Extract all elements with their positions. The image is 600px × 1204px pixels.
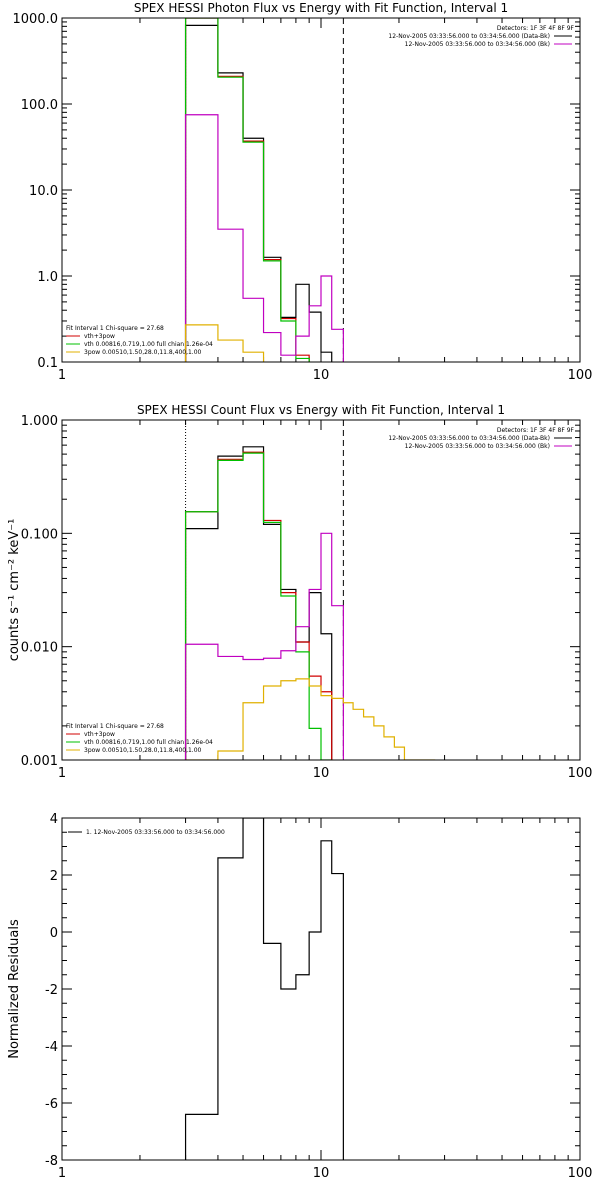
legend-bottom-label: vth+3pow: [84, 731, 115, 738]
legend-bottom-label: 3pow 0.00510,1.50,28.0,11.8,400,1.00: [84, 747, 202, 754]
series-bk: [184, 532, 344, 760]
series-vth-3pow: [184, 451, 333, 760]
legend-top-label: 12-Nov-2005 03:33:56.000 to 03:34:56.000…: [405, 443, 550, 450]
legend-bottom-label: vth 0.00816,0.719,1.00 full chian 1.26e-…: [84, 739, 213, 746]
y-tick-label: 0: [50, 926, 58, 941]
series-vth: [184, 452, 332, 760]
y-tick-label: 2: [50, 869, 58, 884]
y-tick-label: 1.000: [21, 414, 58, 429]
legend-bottom-label: vth 0.00816,0.719,1.00 full chian 1.26e-…: [84, 341, 213, 348]
x-tick-label: 10: [313, 368, 330, 383]
y-tick-label: 0.100: [21, 527, 58, 542]
legend-top-label: 12-Nov-2005 03:33:56.000 to 03:34:56.000…: [388, 435, 550, 442]
x-tick-label: 100: [568, 1166, 593, 1181]
series-vth: [184, 18, 310, 362]
x-tick-label: 10: [313, 1166, 330, 1181]
detectors-label: Detectors: 1F 3F 4F 8F 9F: [497, 25, 575, 32]
legend-bottom-label: vth+3pow: [84, 333, 115, 340]
legend-bottom-label: 3pow 0.00510,1.50,28.0,11.8,400,1.00: [84, 349, 202, 356]
x-tick-label: 10: [313, 766, 330, 781]
plot-area: [184, 420, 436, 760]
chart-panel-1: SPEX HESSI Photon Flux vs Energy with Fi…: [13, 1, 593, 383]
x-tick-label: 1: [58, 766, 66, 781]
y-tick-label: 0.001: [21, 754, 58, 769]
x-tick-label: 100: [568, 368, 593, 383]
plot-area: [184, 818, 344, 1160]
y-tick-label: 100.0: [21, 98, 58, 113]
legend-left-label: 1. 12-Nov-2005 03:33:56.000 to 03:34:56.…: [86, 829, 225, 836]
series-vth-3pow: [184, 18, 310, 362]
series-3pow: [184, 324, 265, 362]
y-tick-label: -6: [45, 1097, 58, 1112]
y-tick-label: -4: [45, 1040, 58, 1055]
y-tick-label: 0.010: [21, 641, 58, 656]
chart-panel-3: Normalized Residuals 1 10 100 -8 -6 -4 -2 0 2 4 1. …: [7, 812, 592, 1181]
fit-info-label: Fit Interval 1 Chi-square = 27.68: [66, 723, 164, 730]
plot-frame: [61, 817, 581, 1161]
chart-title: SPEX HESSI Photon Flux vs Energy with Fi…: [134, 1, 508, 15]
series-bk: [184, 114, 344, 362]
series-data-bk: [184, 24, 333, 362]
plot-area: [184, 18, 344, 362]
x-tick-label: 100: [568, 766, 593, 781]
series-data-bk: [184, 446, 333, 760]
y-tick-label: 0.1: [37, 356, 58, 371]
series-03:34:56.000: [184, 818, 344, 1160]
series-3pow: [185, 678, 436, 760]
fit-info-label: Fit Interval 1 Chi-square = 27.68: [66, 325, 164, 332]
chart-title: SPEX HESSI Count Flux vs Energy with Fit…: [137, 403, 505, 417]
y-axis-label: Normalized Residuals: [7, 919, 22, 1059]
x-tick-label: 1: [58, 1166, 66, 1181]
y-tick-label: 10.0: [29, 184, 58, 199]
legend-top-label: 12-Nov-2005 03:33:56.000 to 03:34:56.000…: [405, 41, 550, 48]
x-tick-label: 1: [58, 368, 66, 383]
legend-top-label: 12-Nov-2005 03:33:56.000 to 03:34:56.000…: [388, 33, 550, 40]
y-tick-label: 1000.0: [13, 12, 59, 27]
plot-frame: [61, 419, 581, 761]
chart-panel-2: SPEX HESSI Count Flux vs Energy with Fit…: [7, 403, 592, 781]
y-tick-label: -8: [45, 1154, 58, 1169]
y-tick-label: 1.0: [37, 270, 58, 285]
y-tick-label: 4: [50, 812, 58, 827]
plot-frame: [61, 17, 581, 363]
detectors-label: Detectors: 1F 3F 4F 8F 9F: [497, 427, 575, 434]
y-axis-label: counts s⁻¹ cm⁻² keV⁻¹: [7, 519, 22, 662]
y-tick-label: -2: [45, 983, 58, 998]
